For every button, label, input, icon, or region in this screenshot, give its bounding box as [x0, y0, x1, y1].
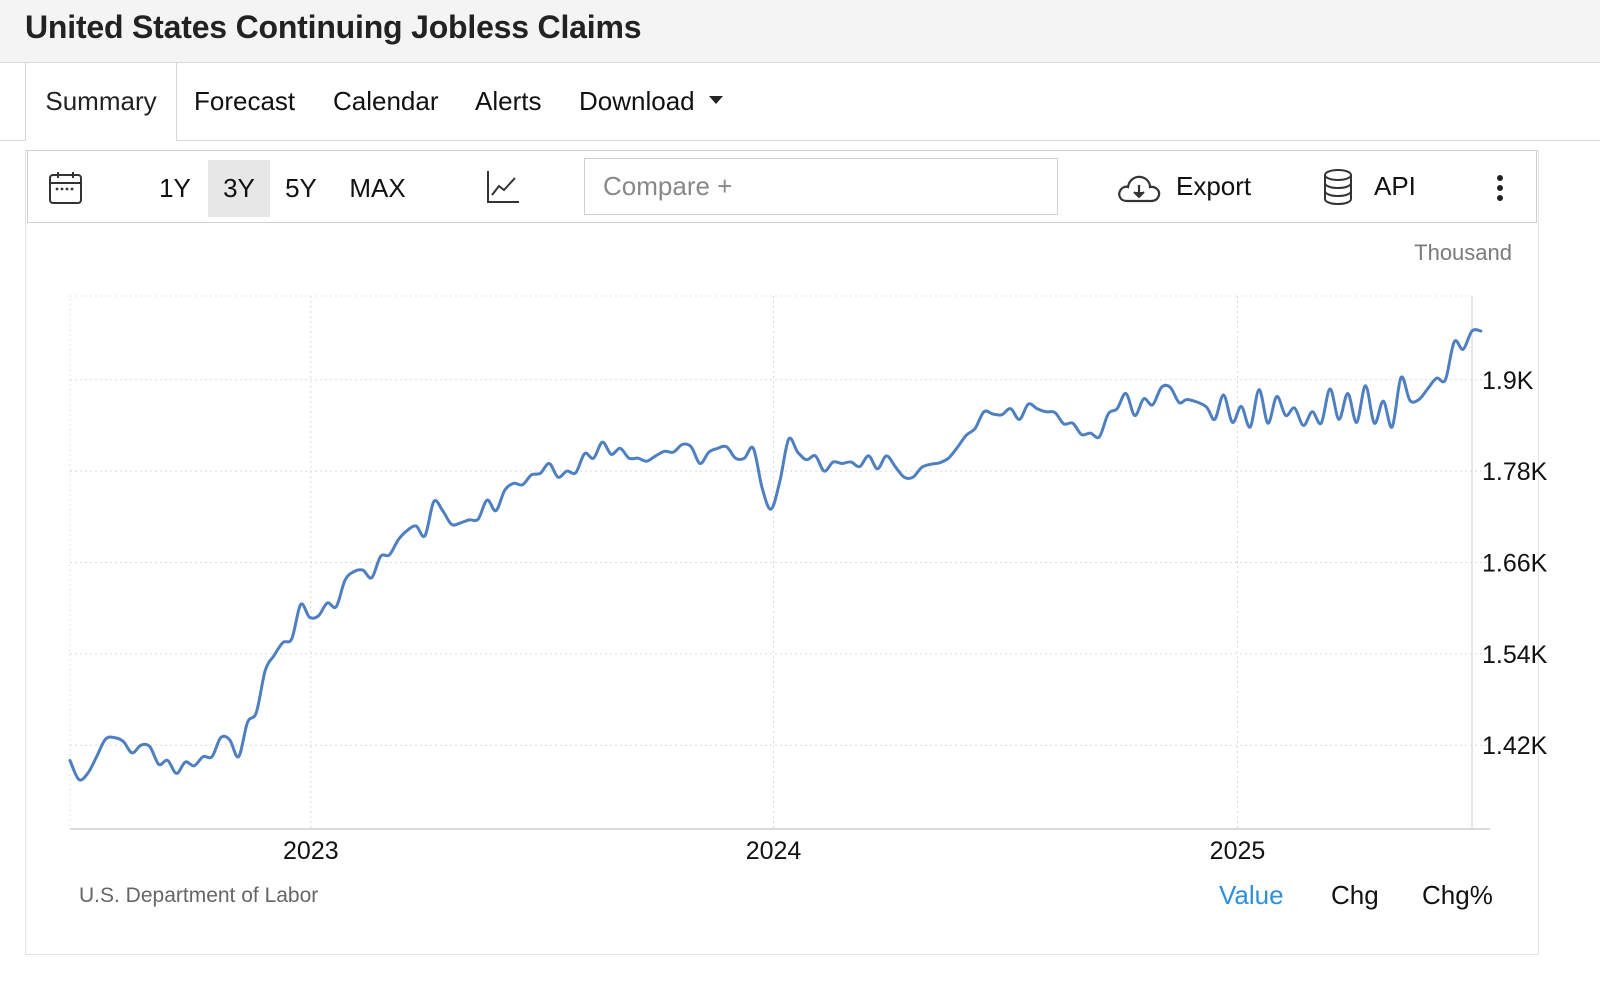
caret-down-icon	[708, 96, 723, 105]
range-1y-button[interactable]: 1Y	[159, 173, 191, 203]
api-button[interactable]: API	[1374, 171, 1416, 201]
page-title: United States Continuing Jobless Claims	[25, 9, 642, 45]
page-header: United States Continuing Jobless Claims	[0, 0, 1600, 63]
series-line	[68, 328, 1483, 782]
more-vertical-icon[interactable]	[1490, 173, 1510, 203]
database-icon[interactable]	[1322, 168, 1354, 206]
x-tick-label: 2024	[746, 837, 802, 865]
mode-chg-button[interactable]: Chg	[1331, 880, 1379, 910]
mode-value-button[interactable]: Value	[1219, 880, 1284, 910]
y-tick-label: 1.42K	[1482, 732, 1548, 760]
range-5y-button[interactable]: 5Y	[285, 173, 317, 203]
compare-input[interactable]	[584, 158, 1058, 215]
line-chart-icon[interactable]	[485, 169, 521, 205]
range-max-button[interactable]: MAX	[349, 173, 406, 203]
unit-label: Thousand	[1414, 240, 1512, 265]
tab-bar: Summary Forecast Calendar Alerts Downloa…	[0, 63, 1600, 141]
range-3y-button[interactable]: 3Y	[208, 160, 270, 217]
x-tick-label: 2023	[283, 837, 339, 865]
tab-download-label: Download	[579, 86, 695, 116]
tab-calendar[interactable]: Calendar	[333, 86, 439, 116]
calendar-icon[interactable]	[48, 170, 84, 206]
mode-chg-pct-button[interactable]: Chg%	[1422, 880, 1493, 910]
y-tick-label: 1.54K	[1482, 641, 1548, 669]
chart-panel	[25, 150, 1539, 955]
cloud-download-icon[interactable]	[1116, 171, 1162, 205]
export-button[interactable]: Export	[1176, 171, 1252, 201]
tab-forecast[interactable]: Forecast	[194, 86, 296, 116]
tab-alerts[interactable]: Alerts	[475, 86, 542, 116]
chart-toolbar: 1Y 3Y 5Y MAX Export API	[27, 150, 1537, 223]
y-tick-label: 1.78K	[1482, 458, 1548, 486]
tab-download[interactable]: Download	[579, 63, 723, 140]
source-label: U.S. Department of Labor	[79, 884, 319, 907]
y-tick-label: 1.66K	[1482, 550, 1548, 578]
tab-summary[interactable]: Summary	[25, 63, 177, 141]
x-tick-label: 2025	[1210, 837, 1266, 865]
y-tick-label: 1.9K	[1482, 367, 1534, 395]
